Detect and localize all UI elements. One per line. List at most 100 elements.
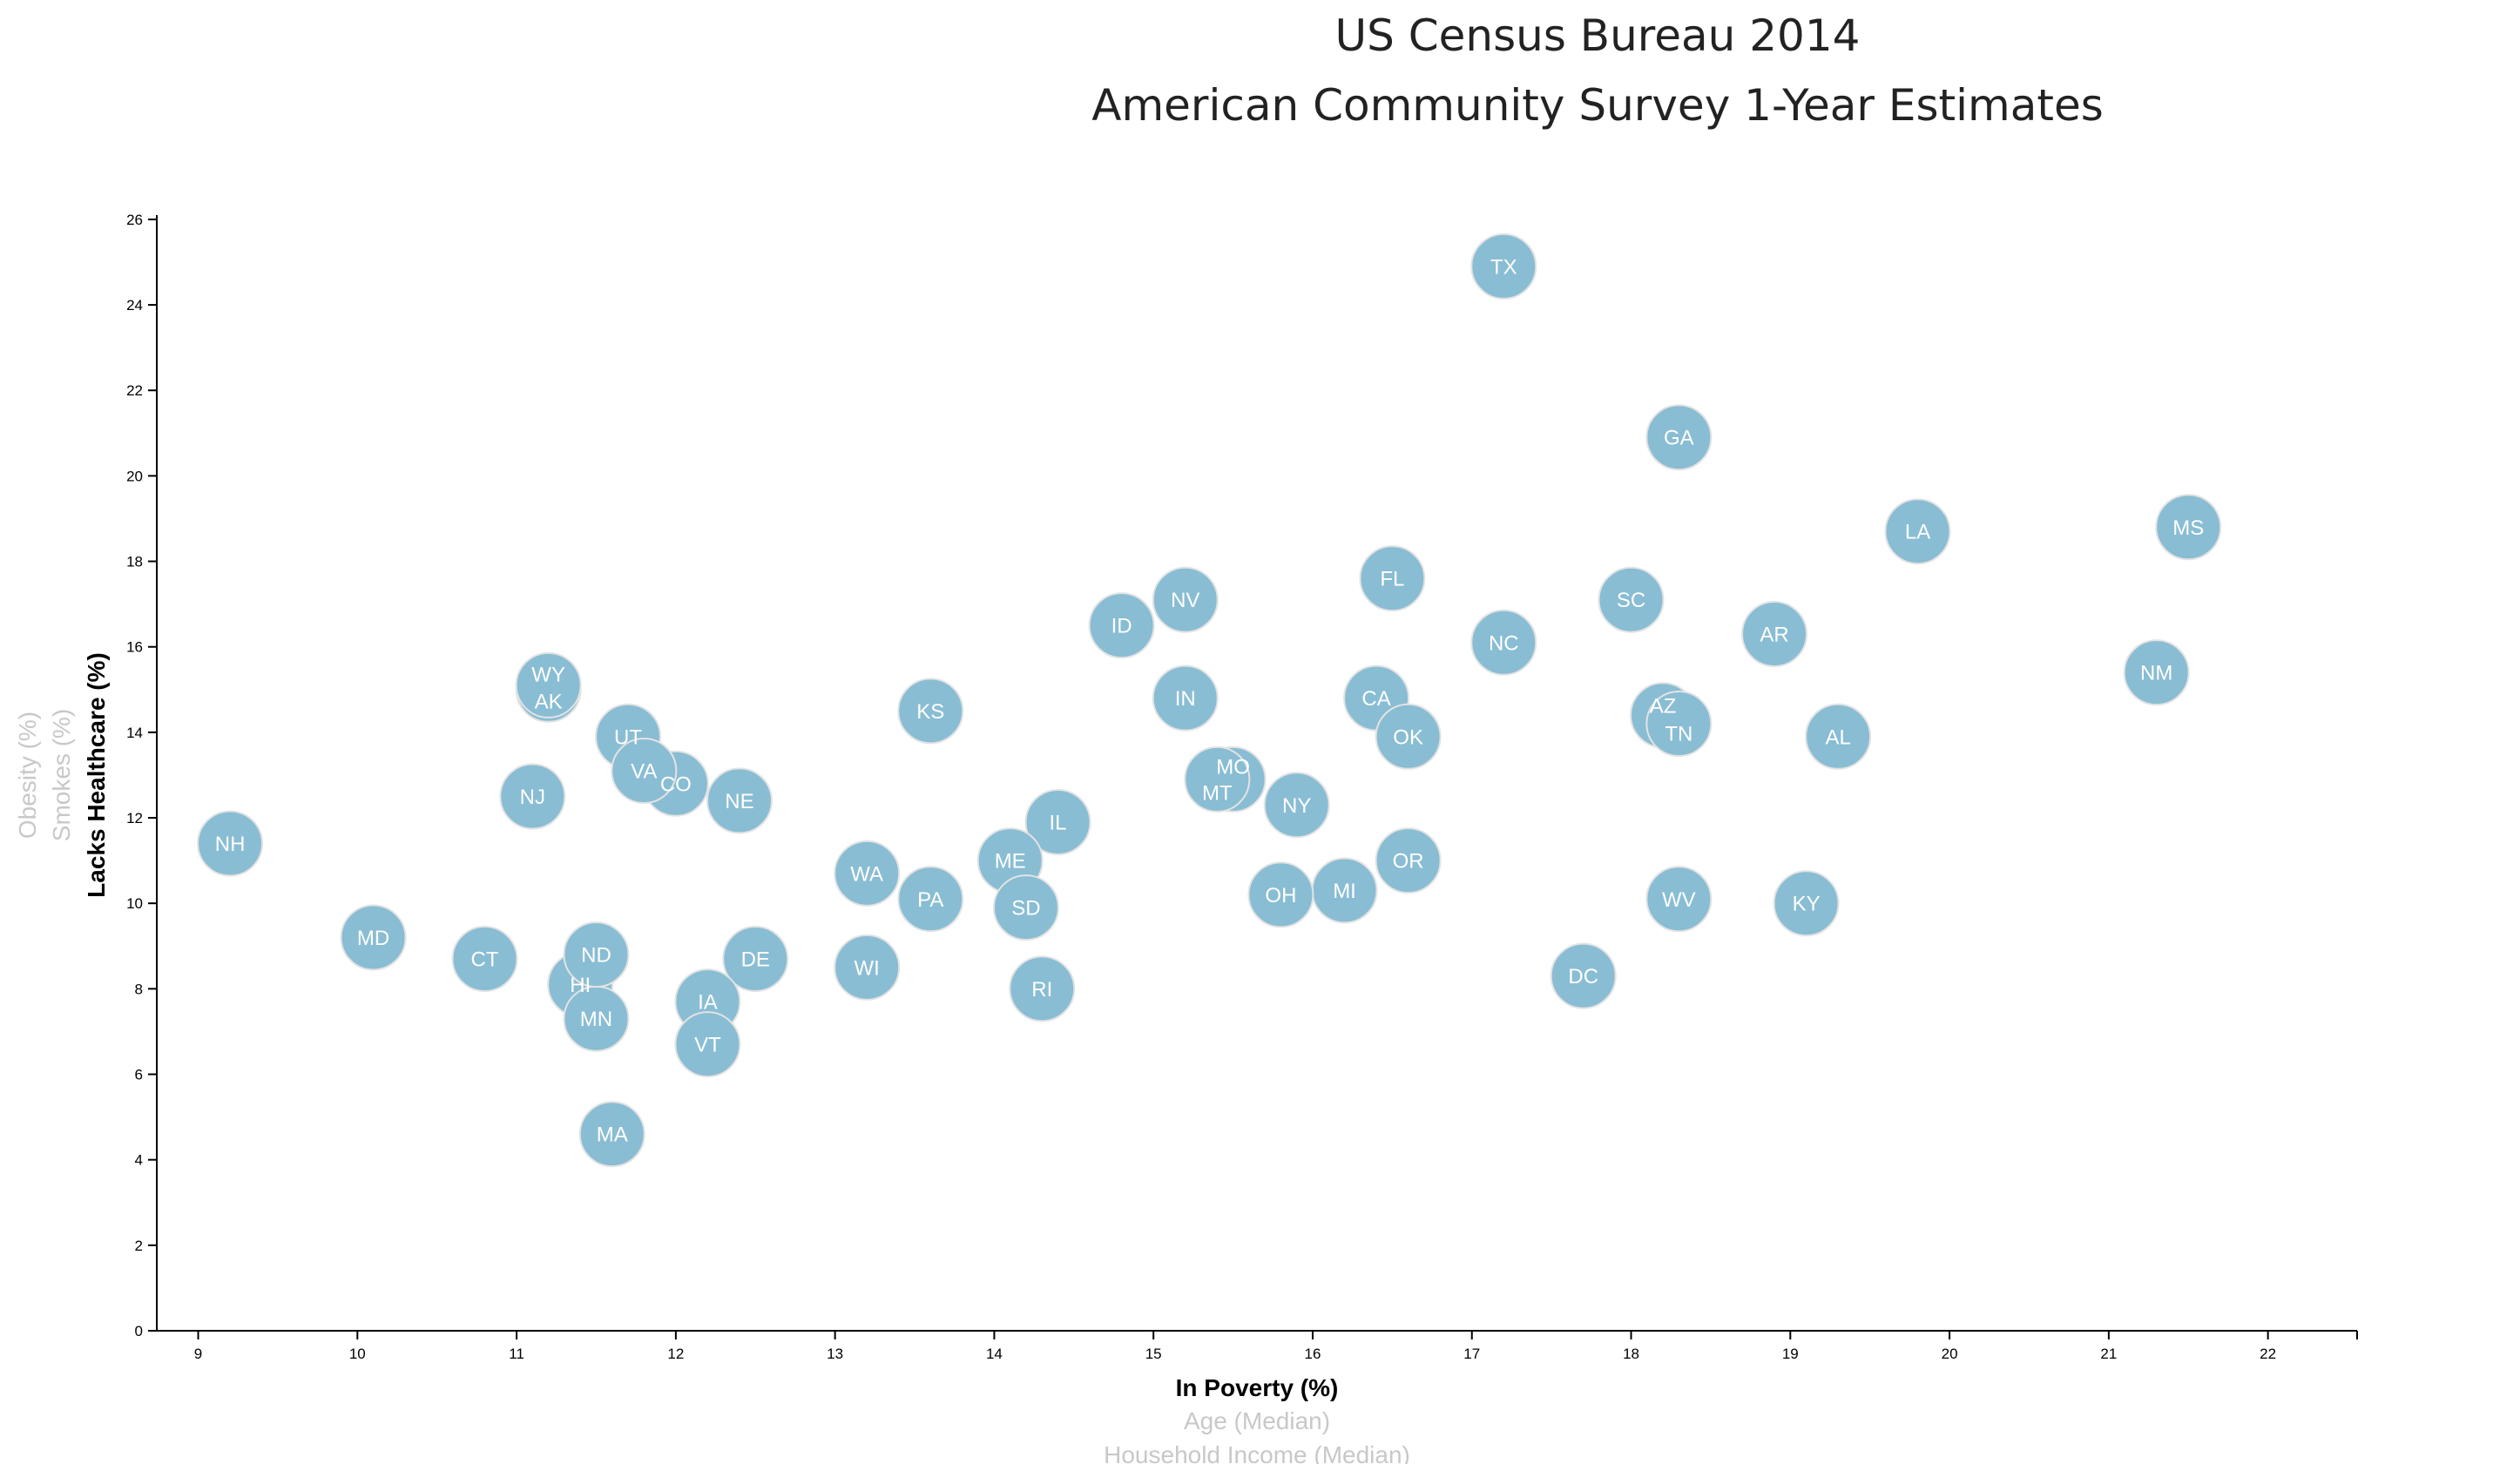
y-axis-label-lacks-healthcare[interactable]: Lacks Healthcare (%) — [83, 652, 110, 898]
state-point-ok[interactable] — [1375, 703, 1442, 770]
state-circle[interactable] — [611, 738, 678, 805]
state-circle[interactable] — [1470, 233, 1537, 300]
state-circle[interactable] — [834, 934, 901, 1001]
state-circle[interactable] — [2123, 639, 2190, 706]
state-point-il[interactable] — [1024, 788, 1091, 855]
state-circle[interactable] — [1645, 866, 1713, 933]
state-circle[interactable] — [706, 767, 773, 834]
state-circle[interactable] — [1805, 703, 1872, 770]
state-point-nd[interactable] — [563, 921, 630, 988]
state-label: MD — [357, 927, 389, 950]
x-axis-label-age[interactable]: Age (Median) — [1184, 1407, 1330, 1434]
state-circle[interactable] — [834, 840, 901, 907]
state-circle[interactable] — [499, 763, 566, 830]
state-circle[interactable] — [1741, 600, 1808, 667]
state-circle[interactable] — [1152, 665, 1219, 732]
state-point-wa[interactable] — [834, 840, 901, 907]
state-circle[interactable] — [1024, 788, 1091, 855]
state-point-ma[interactable] — [578, 1101, 645, 1168]
state-point-dc[interactable] — [1550, 942, 1617, 1009]
state-circle[interactable] — [1550, 942, 1617, 1009]
state-circle[interactable] — [1884, 498, 1951, 565]
state-point-or[interactable] — [1375, 827, 1442, 894]
state-point-fl[interactable] — [1359, 545, 1426, 612]
state-circle[interactable] — [897, 678, 964, 745]
state-point-wy[interactable] — [515, 651, 582, 719]
state-label: AK — [535, 690, 563, 713]
y-axis-label-smokes[interactable]: Smokes (%) — [48, 709, 75, 841]
x-tick-label: 18 — [1623, 1346, 1639, 1362]
state-circle[interactable] — [1184, 745, 1251, 813]
state-point-wv[interactable] — [1645, 866, 1713, 933]
state-point-mt[interactable] — [1184, 745, 1251, 813]
state-circle[interactable] — [1470, 609, 1537, 676]
state-circle[interactable] — [1598, 566, 1665, 633]
x-tick: 22 — [2260, 1331, 2276, 1362]
state-point-ky[interactable] — [1773, 870, 1840, 937]
state-label: TX — [1490, 255, 1517, 279]
state-point-sd[interactable] — [992, 874, 1059, 941]
state-circle[interactable] — [578, 1101, 645, 1168]
state-circle[interactable] — [1645, 404, 1713, 471]
state-point-in[interactable] — [1152, 665, 1219, 732]
state-point-id[interactable] — [1088, 592, 1155, 659]
state-point-ny[interactable] — [1263, 772, 1330, 839]
state-circle[interactable] — [1152, 566, 1219, 633]
x-tick-label: 10 — [349, 1346, 366, 1362]
state-circle[interactable] — [340, 904, 407, 971]
state-point-la[interactable] — [1884, 498, 1951, 565]
state-circle[interactable] — [674, 1011, 741, 1078]
state-circle[interactable] — [451, 926, 518, 992]
state-circle[interactable] — [897, 866, 964, 933]
state-circle[interactable] — [1375, 827, 1442, 894]
x-tick: 9 — [194, 1331, 202, 1362]
state-point-vt[interactable] — [674, 1011, 741, 1078]
state-point-ri[interactable] — [1009, 955, 1076, 1022]
y-tick: 22 — [126, 382, 157, 399]
state-circle[interactable] — [1375, 703, 1442, 770]
state-circle[interactable] — [1773, 870, 1840, 937]
state-circle[interactable] — [1009, 955, 1076, 1022]
y-tick-label: 2 — [135, 1238, 143, 1254]
state-circle[interactable] — [197, 810, 264, 877]
state-circle[interactable] — [2155, 494, 2222, 561]
state-point-de[interactable] — [722, 926, 789, 992]
state-point-ar[interactable] — [1741, 600, 1808, 667]
state-point-nc[interactable] — [1470, 609, 1537, 676]
state-point-ms[interactable] — [2155, 494, 2222, 561]
state-point-ct[interactable] — [451, 926, 518, 992]
state-point-pa[interactable] — [897, 866, 964, 933]
state-circle[interactable] — [1247, 861, 1314, 928]
state-point-nh[interactable] — [197, 810, 264, 877]
state-point-oh[interactable] — [1247, 861, 1314, 928]
state-circle[interactable] — [1645, 691, 1713, 758]
state-point-ks[interactable] — [897, 678, 964, 745]
state-point-wi[interactable] — [834, 934, 901, 1001]
state-point-sc[interactable] — [1598, 566, 1665, 633]
state-circle[interactable] — [563, 921, 630, 988]
state-circle[interactable] — [1359, 545, 1426, 612]
state-point-tx[interactable] — [1470, 233, 1537, 300]
y-tick: 12 — [126, 810, 157, 826]
x-axis-label-in-poverty[interactable]: In Poverty (%) — [1176, 1374, 1339, 1401]
state-circle[interactable] — [722, 926, 789, 992]
state-point-tn[interactable] — [1645, 691, 1713, 758]
state-point-nj[interactable] — [499, 763, 566, 830]
y-axis-label-obesity[interactable]: Obesity (%) — [14, 712, 41, 839]
state-point-ga[interactable] — [1645, 404, 1713, 471]
x-tick: 18 — [1623, 1331, 1639, 1362]
state-point-al[interactable] — [1805, 703, 1872, 770]
state-point-nm[interactable] — [2123, 639, 2190, 706]
state-circle[interactable] — [1088, 592, 1155, 659]
x-tick-label: 13 — [827, 1346, 843, 1362]
state-label: ND — [581, 944, 611, 968]
x-axis-label-household-income[interactable]: Household Income (Median) — [1104, 1441, 1410, 1464]
state-circle[interactable] — [992, 874, 1059, 941]
state-point-nv[interactable] — [1152, 566, 1219, 633]
state-circle[interactable] — [1263, 772, 1330, 839]
state-circle[interactable] — [515, 651, 582, 719]
state-point-ne[interactable] — [706, 767, 773, 834]
state-point-va[interactable] — [611, 738, 678, 805]
state-point-md[interactable] — [340, 904, 407, 971]
